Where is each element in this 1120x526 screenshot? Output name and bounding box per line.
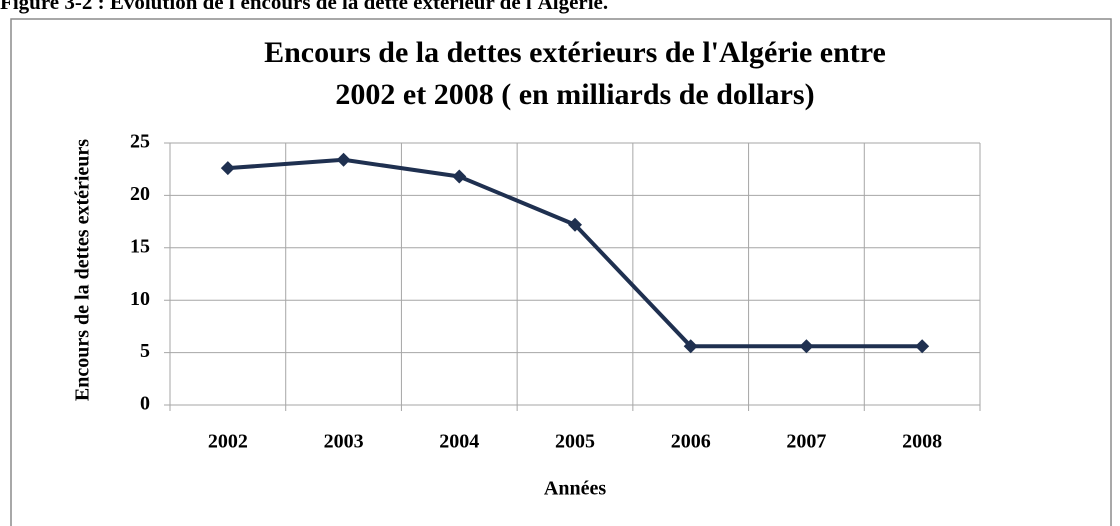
x-tick-label: 2006 bbox=[671, 431, 711, 453]
y-tick-label: 15 bbox=[130, 235, 150, 257]
y-tick-label: 20 bbox=[130, 183, 150, 205]
x-tick-label: 2004 bbox=[439, 431, 479, 453]
y-tick-label: 0 bbox=[140, 393, 150, 415]
x-tick-label: 2008 bbox=[902, 431, 942, 453]
data-point bbox=[799, 339, 814, 354]
data-point bbox=[683, 339, 698, 354]
y-axis-label: Encours de la dettes extérieurs bbox=[72, 139, 94, 401]
x-tick-label: 2007 bbox=[786, 431, 826, 453]
data-point bbox=[915, 339, 930, 354]
data-point bbox=[452, 169, 467, 184]
y-tick-label: 10 bbox=[130, 288, 150, 310]
y-tick-label: 25 bbox=[130, 131, 150, 153]
data-point bbox=[568, 217, 582, 232]
x-axis-label: Années bbox=[544, 478, 606, 500]
data-point bbox=[220, 161, 235, 176]
x-tick-label: 2003 bbox=[324, 431, 364, 453]
x-tick-label: 2002 bbox=[208, 431, 248, 453]
chart-title: Encours de la dettes extérieurs de l'Alg… bbox=[264, 36, 886, 69]
data-point bbox=[336, 152, 351, 167]
y-tick-label: 5 bbox=[140, 340, 150, 362]
caption: Figure 3-2 : Evolution de l'encours de l… bbox=[0, 0, 608, 14]
chart-title: 2002 et 2008 ( en milliards de dollars) bbox=[335, 78, 814, 111]
chart-frame bbox=[10, 18, 1112, 526]
x-tick-label: 2005 bbox=[555, 431, 595, 453]
